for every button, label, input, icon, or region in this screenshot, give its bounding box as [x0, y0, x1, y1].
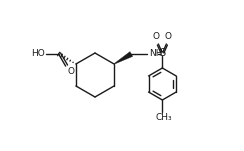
Text: CH₃: CH₃ [155, 113, 172, 122]
Text: S: S [159, 48, 165, 58]
Text: O: O [68, 67, 75, 76]
Polygon shape [114, 52, 133, 64]
Text: O: O [153, 32, 160, 41]
Text: NH: NH [149, 49, 163, 58]
Text: O: O [165, 32, 172, 41]
Text: HO: HO [31, 50, 45, 58]
